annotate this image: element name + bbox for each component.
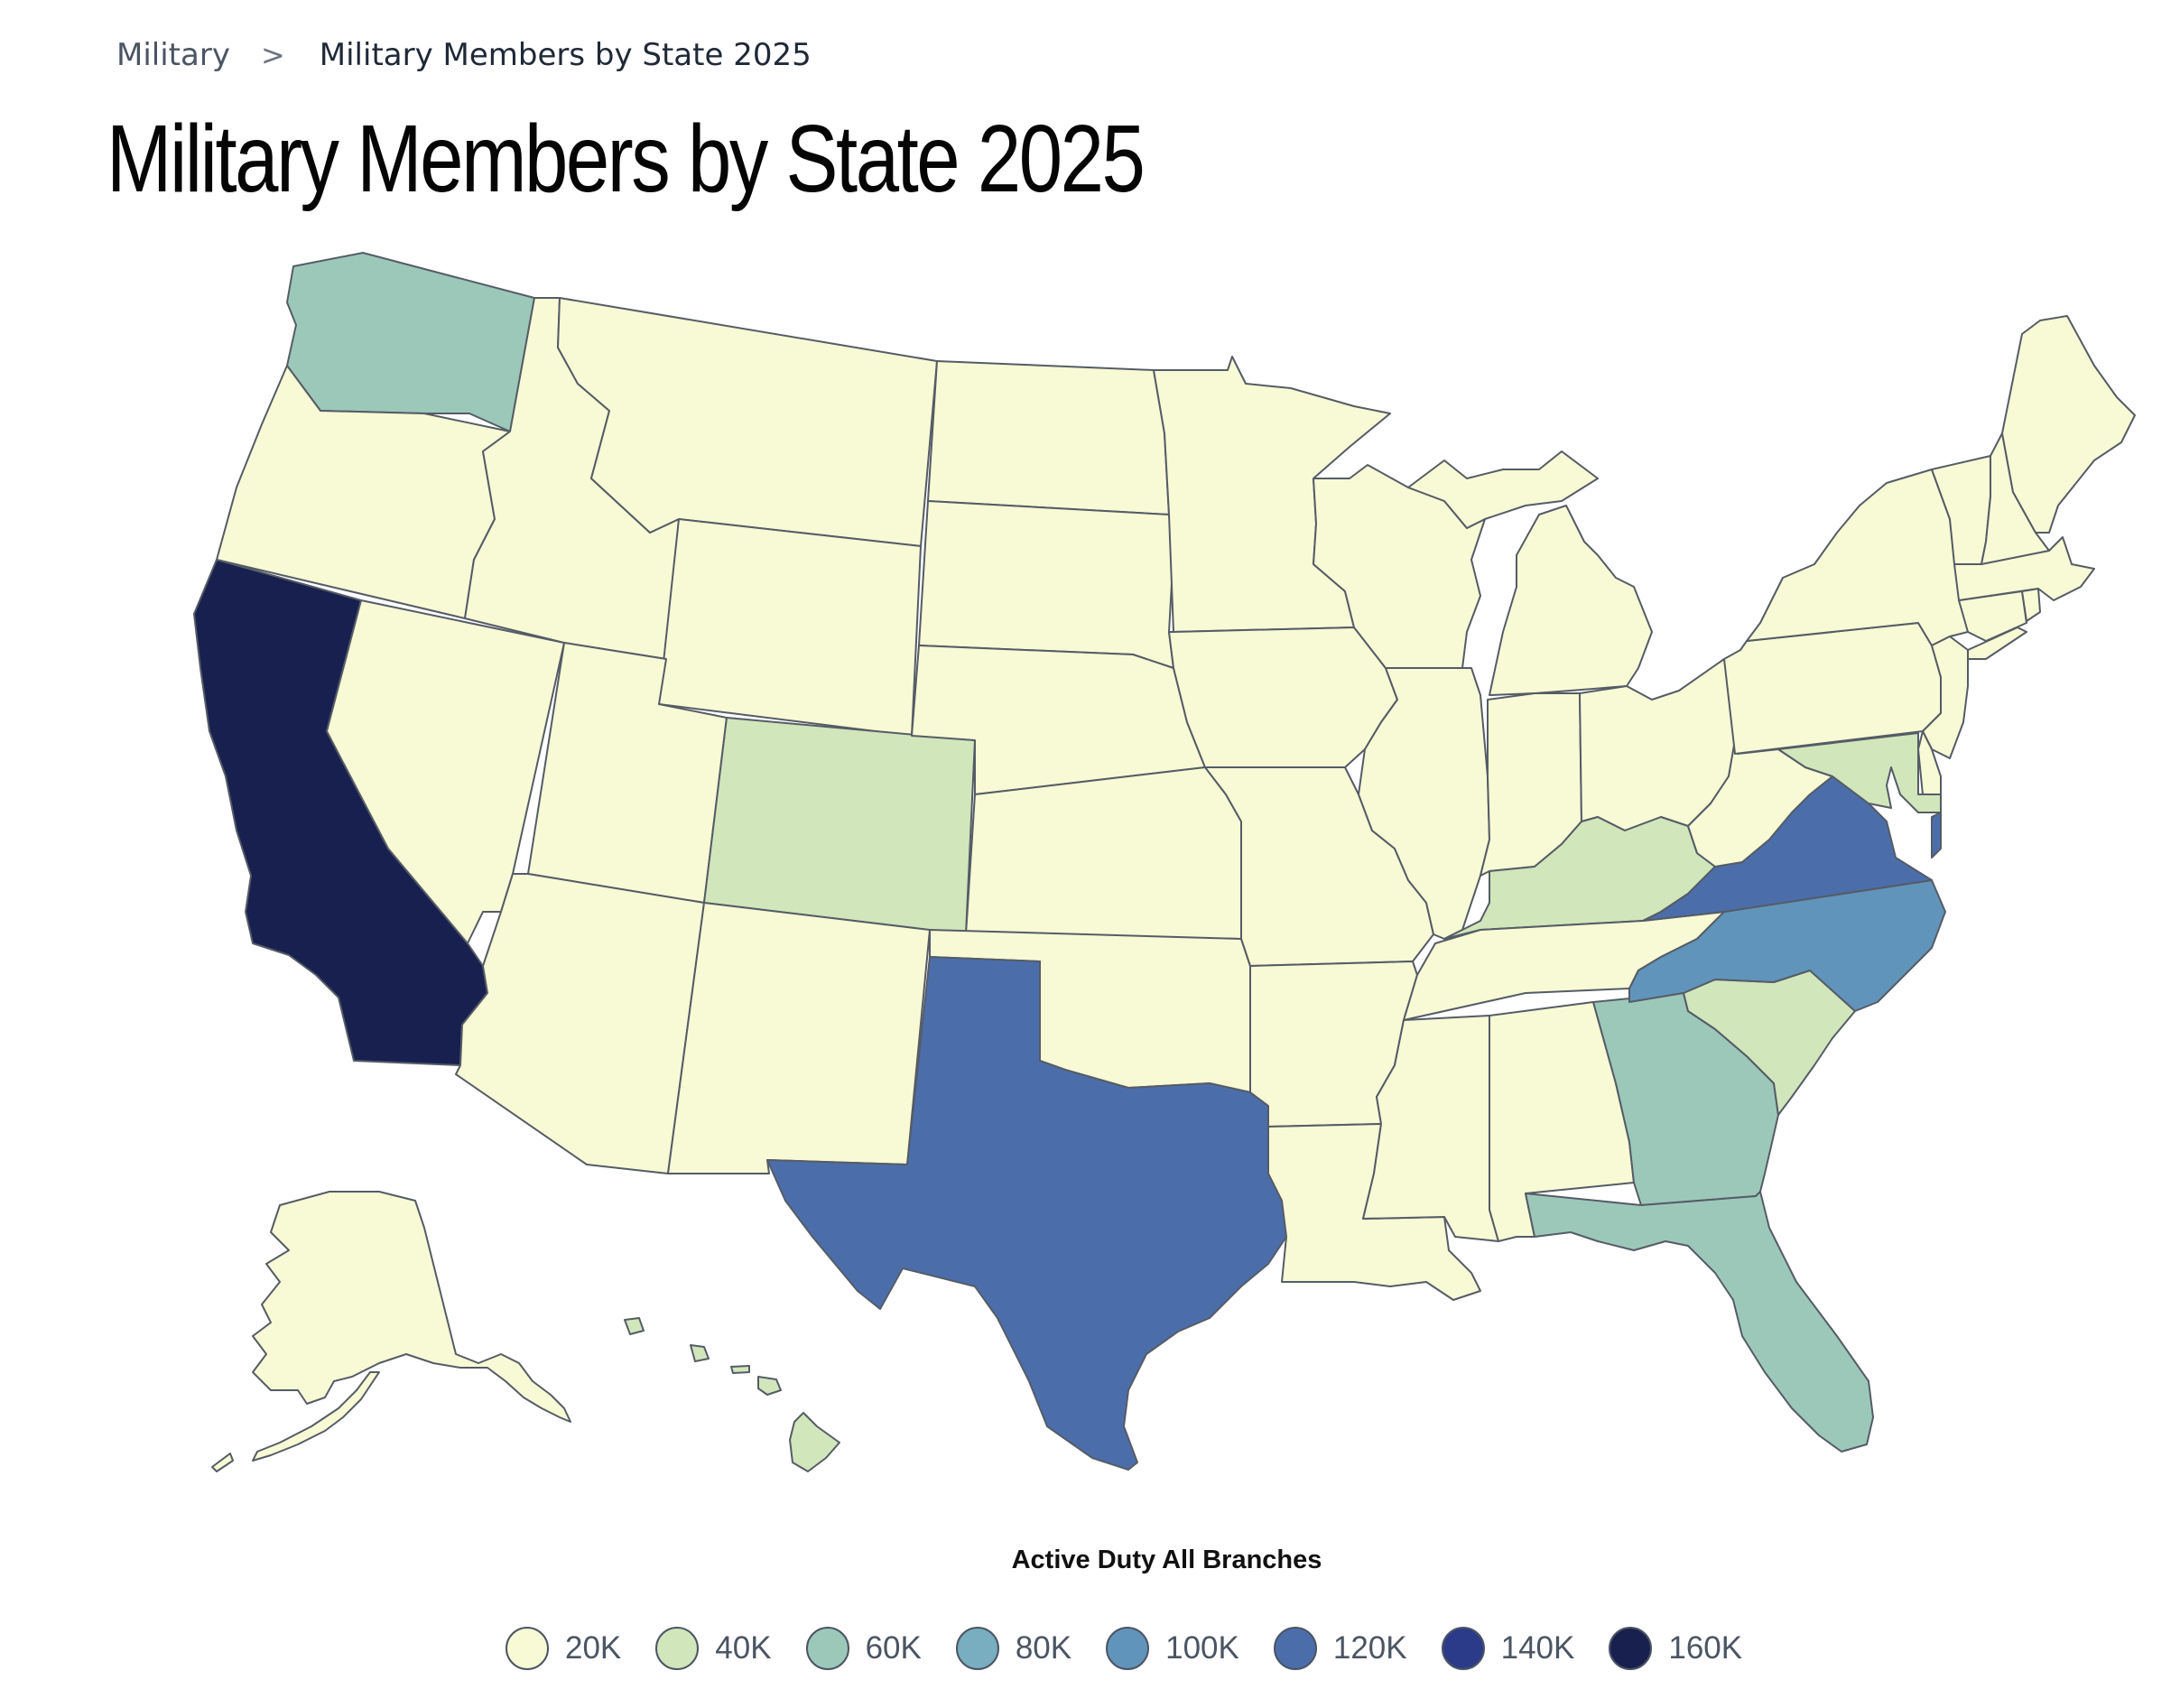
state-mi-upper[interactable] <box>1407 450 1599 529</box>
state-va-eastern-shore[interactable] <box>1931 812 1942 859</box>
legend-label: 160K <box>1668 1630 1743 1666</box>
legend-swatch <box>805 1627 849 1670</box>
legend-item-60k[interactable]: 60K <box>805 1627 922 1670</box>
page-title: Military Members by State 2025 <box>107 106 1146 212</box>
legend-label: 80K <box>1015 1630 1072 1666</box>
state-wi[interactable] <box>1313 464 1486 669</box>
breadcrumb: Military > Military Members by State 202… <box>116 32 812 78</box>
legend-item-140k[interactable]: 140K <box>1441 1627 1575 1670</box>
legend-title: Active Duty All Branches <box>1011 1546 1322 1574</box>
state-ny[interactable] <box>1746 469 1969 646</box>
state-nj[interactable] <box>1922 636 1969 759</box>
legend-item-20k[interactable]: 20K <box>506 1627 621 1670</box>
map-legend: 20K 40K 60K 80K 100K 120K 140K 160K <box>506 1627 1776 1670</box>
legend-item-160k[interactable]: 160K <box>1609 1627 1742 1670</box>
state-hi-oahu[interactable] <box>690 1344 710 1362</box>
breadcrumb-current: Military Members by State 2025 <box>319 37 812 73</box>
state-nm[interactable] <box>667 902 931 1174</box>
state-mt[interactable] <box>557 297 938 547</box>
legend-item-40k[interactable]: 40K <box>655 1627 772 1670</box>
state-ak-island[interactable] <box>211 1453 234 1472</box>
state-wy[interactable] <box>658 518 922 737</box>
breadcrumb-link-military[interactable]: Military <box>116 37 230 73</box>
state-ak-peninsula[interactable] <box>252 1371 380 1462</box>
state-ak[interactable] <box>252 1191 571 1423</box>
breadcrumb-separator: > <box>260 38 285 72</box>
state-md[interactable] <box>1777 732 1942 813</box>
legend-label: 60K <box>865 1630 922 1666</box>
state-fl[interactable] <box>1525 1191 1874 1453</box>
state-hi-big[interactable] <box>789 1412 840 1472</box>
state-hi-kauai[interactable] <box>624 1317 645 1335</box>
state-nd[interactable] <box>927 360 1170 515</box>
state-ma[interactable] <box>1953 536 2095 601</box>
state-wa[interactable] <box>286 252 535 432</box>
state-co[interactable] <box>703 717 976 935</box>
legend-label: 140K <box>1500 1630 1575 1666</box>
legend-swatch <box>506 1627 549 1670</box>
state-hi-maui[interactable] <box>757 1376 782 1396</box>
legend-label: 20K <box>565 1630 622 1666</box>
state-ia[interactable] <box>1168 627 1398 768</box>
legend-label: 40K <box>715 1630 772 1666</box>
state-mi[interactable] <box>1489 505 1653 696</box>
state-sd[interactable] <box>918 500 1174 669</box>
legend-swatch <box>1273 1627 1317 1670</box>
legend-item-80k[interactable]: 80K <box>955 1627 1072 1670</box>
state-nc[interactable] <box>1628 879 1946 1012</box>
state-nv[interactable] <box>326 599 565 944</box>
legend-label: 120K <box>1332 1630 1407 1666</box>
legend-swatch <box>1609 1627 1653 1670</box>
legend-swatch <box>655 1627 700 1670</box>
state-hi-molokai[interactable] <box>730 1365 750 1374</box>
legend-swatch <box>955 1627 999 1670</box>
state-me[interactable] <box>2001 315 2136 534</box>
legend-swatch <box>1106 1627 1150 1670</box>
state-ks[interactable] <box>965 766 1242 940</box>
state-tx[interactable] <box>766 956 1287 1471</box>
state-az[interactable] <box>455 873 705 1174</box>
legend-swatch <box>1441 1627 1485 1670</box>
legend-label: 100K <box>1165 1630 1239 1666</box>
legend-item-120k[interactable]: 120K <box>1273 1627 1407 1670</box>
legend-item-100k[interactable]: 100K <box>1106 1627 1239 1670</box>
